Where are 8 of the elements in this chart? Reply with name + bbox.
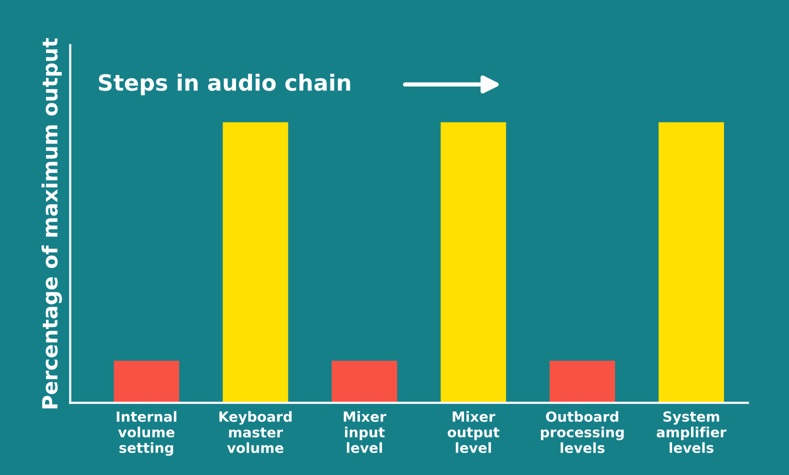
y-axis-title: Percentage of maximum output xyxy=(42,38,62,408)
x-tick-label: Keyboard master volume xyxy=(219,411,292,454)
x-tick-label: Mixer output level xyxy=(448,411,500,453)
x-tick-label: System amplifier levels xyxy=(656,411,726,453)
x-tick-label: Mixer input level xyxy=(344,411,386,453)
x-tick-label: Internal volume setting xyxy=(116,411,176,456)
x-tick-label: Outboard processing levels xyxy=(540,411,624,454)
text: Steps in audio chain xyxy=(98,74,350,96)
